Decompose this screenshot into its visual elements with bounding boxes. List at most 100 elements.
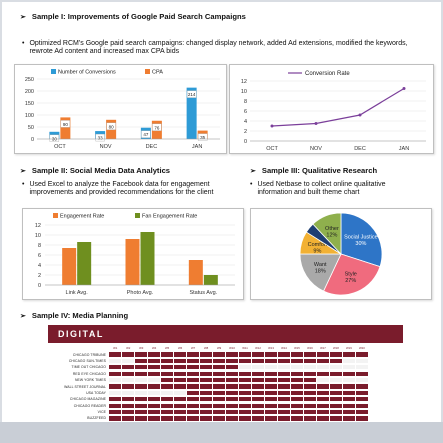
- schedule-cell-active: [238, 371, 252, 376]
- schedule-cell-active: [173, 397, 187, 402]
- legend-swatch: [51, 69, 56, 74]
- schedule-cells: [109, 352, 369, 357]
- schedule-cell-active: [290, 378, 304, 383]
- schedule-cell-active: [238, 390, 252, 396]
- y-tick-label: 4: [38, 263, 41, 269]
- schedule-cell-active: [303, 403, 317, 408]
- y-tick-label: 0: [31, 137, 34, 143]
- schedule-cell-active: [173, 403, 187, 408]
- data-label-box: [186, 90, 197, 98]
- schedule-cell-active: [342, 403, 356, 408]
- outlet-name: NEW YORK TIMES: [74, 378, 106, 383]
- section-body-3: • Used Netbase to collect online qualita…: [250, 181, 422, 198]
- schedule-cell: [134, 390, 148, 396]
- schedule-cells: [109, 358, 369, 364]
- schedule-cells: [109, 378, 369, 383]
- week-label: W1: [109, 345, 122, 351]
- y-tick-label: 8: [244, 99, 247, 105]
- y-tick-label: 0: [38, 283, 41, 289]
- schedule-cell-active: [173, 352, 187, 357]
- schedule-cell-active: [121, 371, 135, 376]
- schedule-cell: [264, 365, 278, 370]
- schedule-cell-active: [121, 403, 135, 408]
- schedule-cell: [316, 365, 330, 370]
- bar: [77, 242, 92, 285]
- x-tick-label: Link Avg.: [66, 290, 89, 296]
- schedule-cell-active: [277, 378, 291, 383]
- week-label: W9: [212, 345, 226, 351]
- data-label-box: [95, 133, 105, 142]
- week-label: W14: [277, 345, 291, 351]
- outlet-name: TIME OUT CHICAGO: [71, 365, 106, 370]
- schedule-cell-active: [147, 410, 161, 415]
- schedule-cell-active: [225, 352, 239, 357]
- schedule-cell-active: [186, 371, 200, 376]
- schedule-cell-active: [147, 403, 161, 408]
- schedule-cell-active: [173, 416, 187, 421]
- media-row: USA TODAY: [48, 390, 403, 396]
- schedule-cell-active: [251, 410, 265, 415]
- schedule-cell-active: [238, 384, 252, 389]
- schedule-cell-active: [147, 416, 161, 421]
- legend-label: Conversion Rate: [305, 71, 350, 77]
- schedule-cell-active: [355, 390, 369, 396]
- schedule-cell: [290, 365, 304, 370]
- pie-slice: [312, 212, 342, 256]
- week-label: W19: [342, 345, 356, 351]
- section-heading-4: ➢ Sample IV: Media Planning: [20, 311, 128, 320]
- schedule-cell-active: [199, 416, 213, 421]
- schedule-cell-active: [212, 403, 226, 408]
- schedule-cell-active: [212, 410, 226, 415]
- outlet-name: USA TODAY: [86, 390, 106, 395]
- schedule-cell-active: [186, 384, 200, 389]
- schedule-cell-active: [355, 410, 369, 415]
- schedule-cell-active: [121, 352, 135, 357]
- schedule-cell-active: [134, 352, 148, 357]
- schedule-cell-active: [264, 352, 278, 357]
- section-title: Sample I: Improvements of Google Paid Se…: [31, 12, 246, 21]
- schedule-cell-active: [342, 416, 356, 421]
- slice-label: Want: [314, 262, 327, 268]
- data-point: [270, 124, 274, 128]
- legend-label: Fan Engagement Rate: [142, 214, 197, 220]
- section-heading-1: ➢ Sample I: Improvements of Google Paid …: [20, 12, 246, 21]
- media-row: VICE: [48, 409, 403, 415]
- schedule-cell: [121, 378, 135, 383]
- schedule-cell-active: [160, 352, 174, 357]
- y-tick-label: 250: [25, 77, 34, 83]
- week-label: W15: [290, 345, 304, 351]
- week-label: W11: [238, 345, 252, 351]
- schedule-cells: [109, 410, 369, 415]
- schedule-cell-active: [186, 378, 200, 383]
- schedule-cell-active: [264, 358, 278, 364]
- data-label: 47: [143, 132, 149, 137]
- schedule-cell: [329, 365, 343, 370]
- outlet-name: CHICAGO SUN-TIMES: [68, 358, 106, 363]
- week-label: W4: [147, 345, 161, 351]
- schedule-cell-active: [199, 371, 213, 376]
- section-body-1: • Optimized RCM’s Google paid search cam…: [22, 40, 427, 57]
- data-label-box: [49, 134, 60, 142]
- media-row: CHICAGO READER: [48, 403, 403, 409]
- schedule-cells: [109, 371, 369, 376]
- schedule-cell-active: [160, 416, 174, 421]
- schedule-cell-active: [212, 416, 226, 421]
- media-row: TIME OUT CHICAGO: [48, 364, 403, 370]
- schedule-cell-active: [109, 416, 122, 421]
- schedule-cell-active: [303, 371, 317, 376]
- y-tick-label: 12: [35, 223, 41, 229]
- schedule-cell-active: [251, 358, 265, 364]
- slice-percent: 27%: [345, 278, 356, 284]
- media-plan-header: DIGITAL: [48, 325, 403, 343]
- y-tick-label: 100: [25, 113, 34, 119]
- data-label-box: [141, 130, 151, 138]
- week-label: W8: [199, 345, 213, 351]
- schedule-cell-active: [199, 403, 213, 408]
- footer-band: [0, 422, 443, 443]
- legend-swatch: [135, 213, 140, 218]
- schedule-cell-active: [251, 390, 265, 396]
- media-row: RED EYE CHICAGO: [48, 371, 403, 377]
- schedule-cell-active: [277, 403, 291, 408]
- schedule-cell-active: [199, 358, 213, 364]
- data-label: 214: [188, 92, 196, 97]
